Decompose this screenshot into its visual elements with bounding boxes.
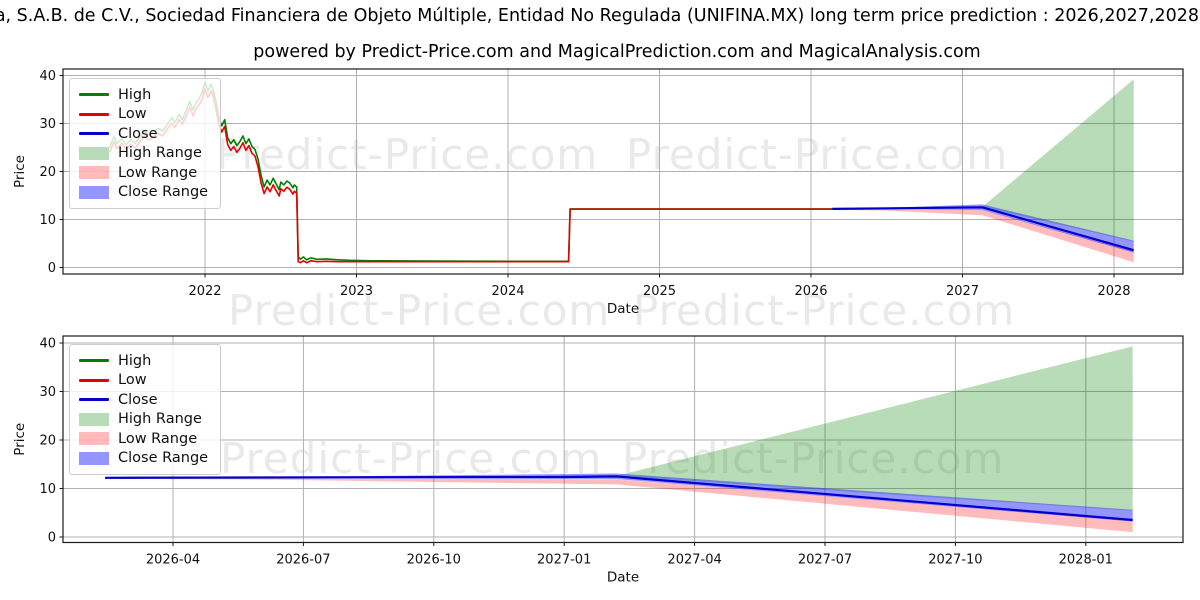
- legend-item-close-range: Close Range: [79, 449, 208, 469]
- legend-label: Low: [118, 106, 147, 123]
- y-tick-label: 40: [39, 337, 56, 352]
- y-tick-label: 30: [39, 117, 56, 132]
- legend-label: Close Range: [118, 184, 209, 201]
- legend-label: Close Range: [118, 450, 209, 467]
- legend-item-high-range: High Range: [79, 144, 208, 164]
- legend-item-low: Low: [79, 105, 208, 125]
- y-tick-label: 20: [39, 165, 56, 180]
- y-tick-label: 10: [39, 482, 56, 497]
- legend-patch-swatch: [79, 146, 109, 160]
- legend-line-swatch: [79, 378, 109, 382]
- chart-full-history: 2022 2023 2024 2025 2026 2027 2028 0 10 20 30 40 Dat…: [12, 68, 1184, 317]
- legend-label: High Range: [118, 145, 202, 162]
- x-tick-label: 2027-04: [667, 553, 721, 568]
- x-tick-label: 2028: [1097, 284, 1130, 299]
- y-tick-label: 0: [48, 531, 56, 546]
- legend-item-high: High: [79, 351, 208, 371]
- legend-item-close-range: Close Range: [79, 183, 208, 203]
- legend-patch-swatch: [79, 432, 109, 446]
- x-tick-label: 2028-01: [1059, 553, 1113, 568]
- legend-line-swatch: [79, 398, 109, 402]
- band-low-range: [832, 209, 1134, 263]
- y-axis-label: Price: [12, 155, 28, 188]
- legend-item-low-range: Low Range: [79, 163, 208, 183]
- legend-bottom-chart: High Low Close High Range Low Range Close Ran…: [69, 344, 222, 475]
- y-tick-label: 40: [39, 69, 56, 84]
- legend-line-swatch: [79, 93, 109, 97]
- legend-line-swatch: [79, 112, 109, 116]
- legend-label: Low Range: [118, 430, 198, 447]
- x-tick-label: 2027-07: [798, 553, 852, 568]
- legend-item-close: Close: [79, 124, 208, 144]
- legend-item-low: Low: [79, 371, 208, 391]
- plot-frame: [62, 68, 1184, 275]
- legend-item-high: High: [79, 85, 208, 105]
- legend-patch-swatch: [79, 412, 109, 426]
- legend-top-chart: High Low Close High Range Low Range Close Ran…: [69, 78, 222, 209]
- y-tick-label: 20: [39, 434, 56, 449]
- legend-label: Low Range: [118, 164, 198, 181]
- line-close: [832, 206, 1134, 252]
- x-tick-label: 2027-10: [928, 553, 982, 568]
- band-high-range: [616, 346, 1133, 511]
- legend-item-high-range: High Range: [79, 410, 208, 430]
- x-axis-label: Date: [607, 301, 639, 317]
- legend-label: Close: [118, 391, 158, 408]
- legend-line-swatch: [79, 132, 109, 136]
- page-subtitle: powered by Predict-Price.com and Magical…: [253, 42, 981, 62]
- y-tick-label: 30: [39, 385, 56, 400]
- plot-frame: [62, 335, 1184, 544]
- x-tick-label: 2026: [794, 284, 827, 299]
- legend-patch-swatch: [79, 451, 109, 465]
- y-tick-label: 0: [48, 261, 56, 276]
- line-close: [105, 475, 1133, 522]
- legend-label: High: [118, 86, 152, 103]
- x-tick-label: 2022: [188, 284, 221, 299]
- legend-item-close: Close: [79, 390, 208, 410]
- legend-patch-swatch: [79, 166, 109, 180]
- x-tick-label: 2026-10: [407, 553, 461, 568]
- x-tick-label: 2025: [643, 284, 676, 299]
- x-tick-label: 2023: [340, 284, 373, 299]
- legend-label: Close: [118, 125, 158, 142]
- legend-patch-swatch: [79, 185, 109, 199]
- x-tick-label: 2026-07: [276, 553, 330, 568]
- legend-label: High: [118, 352, 152, 369]
- legend-label: Low: [118, 372, 147, 389]
- x-tick-label: 2027-01: [537, 553, 591, 568]
- x-tick-label: 2024: [491, 284, 524, 299]
- y-tick-label: 10: [39, 213, 56, 228]
- y-axis-label: Price: [12, 423, 28, 456]
- x-tick-label: 2027: [946, 284, 979, 299]
- page-title: nanciera, S.A.B. de C.V., Sociedad Finan…: [0, 6, 1199, 26]
- x-axis-label: Date: [607, 570, 639, 586]
- legend-line-swatch: [79, 359, 109, 363]
- band-high-range: [982, 79, 1134, 242]
- legend-label: High Range: [118, 411, 202, 428]
- x-tick-label: 2026-04: [146, 553, 200, 568]
- legend-item-low-range: Low Range: [79, 429, 208, 449]
- band-low-range: [105, 478, 1133, 533]
